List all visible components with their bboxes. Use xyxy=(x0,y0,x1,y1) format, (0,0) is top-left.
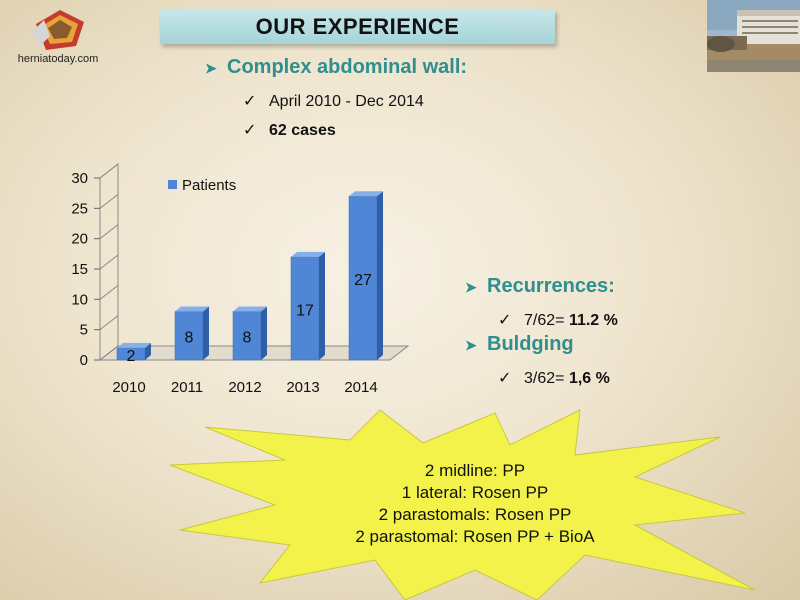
x-tick-label: 2014 xyxy=(344,379,377,396)
x-tick-label: 2011 xyxy=(171,379,203,396)
y-tick-label: 5 xyxy=(80,322,88,339)
x-tick-label: 2010 xyxy=(112,379,145,396)
bar-side xyxy=(319,251,325,360)
y-tick-diagonal xyxy=(99,345,119,361)
recurrences-heading-text: Recurrences: xyxy=(487,275,615,297)
y-tick-diagonal xyxy=(99,315,119,331)
callout-line: 1 lateral: Rosen PP xyxy=(401,483,549,502)
data-label: 8 xyxy=(185,330,194,347)
date-range-text: April 2010 - Dec 2014 xyxy=(269,93,424,110)
y-tick-diagonal xyxy=(99,193,119,209)
recurrences-heading: ➤ Recurrences: xyxy=(465,275,615,298)
y-tick-diagonal xyxy=(99,163,119,179)
bar-top xyxy=(291,251,325,257)
arrow-bullet-icon: ➤ xyxy=(465,279,477,295)
arrow-bullet-icon: ➤ xyxy=(465,337,477,353)
arrow-bullet-icon: ➤ xyxy=(205,60,217,76)
cases-count-text: 62 cases xyxy=(269,122,336,139)
bar-top xyxy=(175,306,209,312)
checkmark-icon: ✓ xyxy=(243,122,257,139)
section-heading-text: Complex abdominal wall: xyxy=(227,56,468,78)
list-item: ✓ 62 cases xyxy=(243,120,336,140)
x-tick-label: 2012 xyxy=(228,379,261,396)
bar-top xyxy=(233,306,267,312)
y-tick-label: 25 xyxy=(71,200,88,217)
bulging-value-prefix: 3/62= xyxy=(524,370,569,387)
callout-line: 2 midline: PP xyxy=(424,461,526,480)
recurrences-value-bold: 11.2 % xyxy=(568,312,618,329)
bar-side xyxy=(145,342,151,360)
bulging-heading-text: Buldging xyxy=(487,333,574,355)
bar-side xyxy=(203,306,209,360)
list-item: ✓ April 2010 - Dec 2014 xyxy=(243,91,424,111)
y-tick-diagonal xyxy=(99,254,119,270)
recurrences-value: ✓ 7/62= 11.2 % xyxy=(498,310,618,330)
callout-line: 2 parastomal: Rosen PP + BioA xyxy=(355,527,595,546)
logo-mark-icon xyxy=(32,10,84,50)
y-tick-label: 20 xyxy=(71,231,88,248)
data-label: 2 xyxy=(127,348,136,365)
logo: herniatoday.com xyxy=(8,4,108,66)
bulging-heading: ➤ Buldging xyxy=(465,333,574,356)
x-tick-label: 2013 xyxy=(286,379,319,396)
y-tick-label: 15 xyxy=(71,261,88,278)
logo-text: herniatoday.com xyxy=(17,53,99,65)
legend-swatch xyxy=(168,180,177,189)
recurrences-value-prefix: 7/62= xyxy=(524,312,569,329)
y-tick-diagonal xyxy=(99,284,119,300)
y-tick-label: 10 xyxy=(71,291,88,308)
bar-top xyxy=(117,342,151,348)
callout-text: 2 midline: PP 1 lateral: Rosen PP 2 para… xyxy=(300,460,650,548)
bar-side xyxy=(377,191,383,360)
data-label: 8 xyxy=(243,330,252,347)
y-tick-diagonal xyxy=(99,224,119,240)
callout-line: 2 parastomals: Rosen PP xyxy=(378,505,572,524)
y-tick-label: 30 xyxy=(71,170,88,187)
section-heading: ➤ Complex abdominal wall: xyxy=(205,56,467,79)
bar-side xyxy=(261,306,267,360)
legend-label: Patients xyxy=(182,177,236,194)
checkmark-icon: ✓ xyxy=(243,93,257,110)
bar-front xyxy=(174,311,204,361)
hospital-photo xyxy=(707,0,800,72)
checkmark-icon: ✓ xyxy=(498,312,512,329)
checkmark-icon: ✓ xyxy=(498,370,512,387)
bar-front xyxy=(348,195,378,361)
bar-front xyxy=(290,256,320,361)
page-title: OUR EXPERIENCE xyxy=(160,10,555,44)
patients-bar-chart: 0 5 10 15 20 25 30 2 2010 8 2011 8 2012 17 2013 27 2014 P… xyxy=(71,162,410,396)
bar-top xyxy=(349,191,383,197)
data-label: 17 xyxy=(296,302,314,319)
bulging-value: ✓ 3/62= 1,6 % xyxy=(498,368,610,388)
y-tick-label: 0 xyxy=(80,352,88,369)
star-callout-shape xyxy=(169,409,756,600)
bulging-value-bold: 1,6 % xyxy=(568,370,610,387)
data-label: 27 xyxy=(354,272,372,289)
